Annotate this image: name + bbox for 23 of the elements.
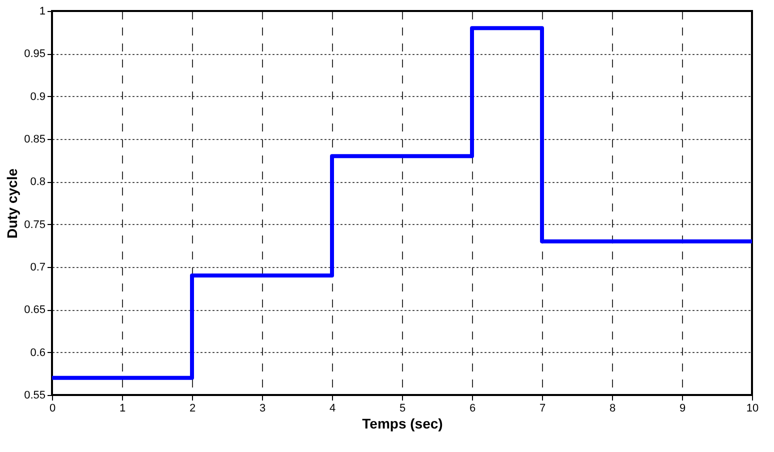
x-tick-label: 9 <box>679 402 686 414</box>
y-tick-label: 0.85 <box>24 134 46 146</box>
x-tick-label: 0 <box>49 402 56 414</box>
y-tick-label: 0.55 <box>24 390 46 402</box>
x-tick-label: 3 <box>259 402 266 414</box>
x-tick-label: 7 <box>539 402 546 414</box>
x-tick-label: 4 <box>329 402 336 414</box>
y-tick-label: 0.9 <box>30 90 46 103</box>
x-tick-label: 1 <box>119 402 126 414</box>
y-tick-label: 0.6 <box>30 346 46 359</box>
x-tick-label: 5 <box>399 402 406 414</box>
y-tick-label: 0.65 <box>24 304 46 316</box>
x-tick-label: 8 <box>609 402 616 414</box>
x-tick-label: 6 <box>469 402 476 414</box>
x-tick-label: 10 <box>746 402 759 414</box>
y-tick-label: 1 <box>39 6 46 18</box>
y-axis-title: Duty cycle <box>4 168 20 239</box>
y-tick-label: 0.7 <box>30 262 46 274</box>
x-axis-title: Temps (sec) <box>362 416 443 432</box>
y-tick-label: 0.95 <box>24 48 46 60</box>
y-tick-label: 0.75 <box>24 218 46 231</box>
x-tick-label: 2 <box>189 402 196 414</box>
y-tick-label: 0.8 <box>30 176 46 188</box>
